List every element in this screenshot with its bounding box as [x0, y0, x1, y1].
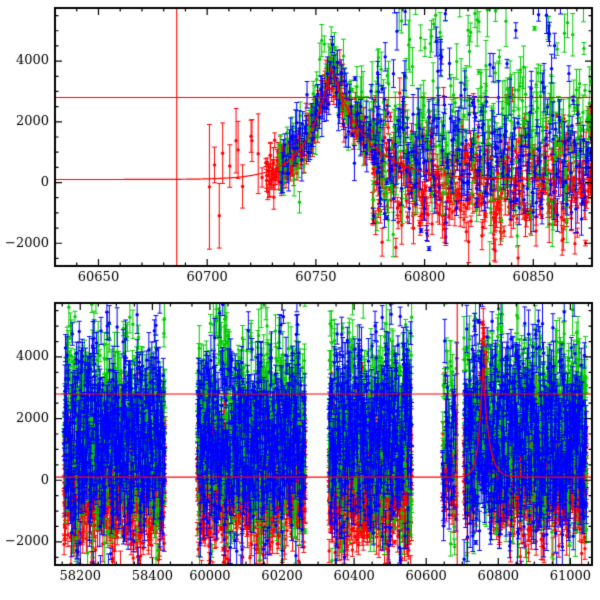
lightcurve-figure [0, 0, 600, 600]
lightcurve-canvas [0, 0, 600, 600]
